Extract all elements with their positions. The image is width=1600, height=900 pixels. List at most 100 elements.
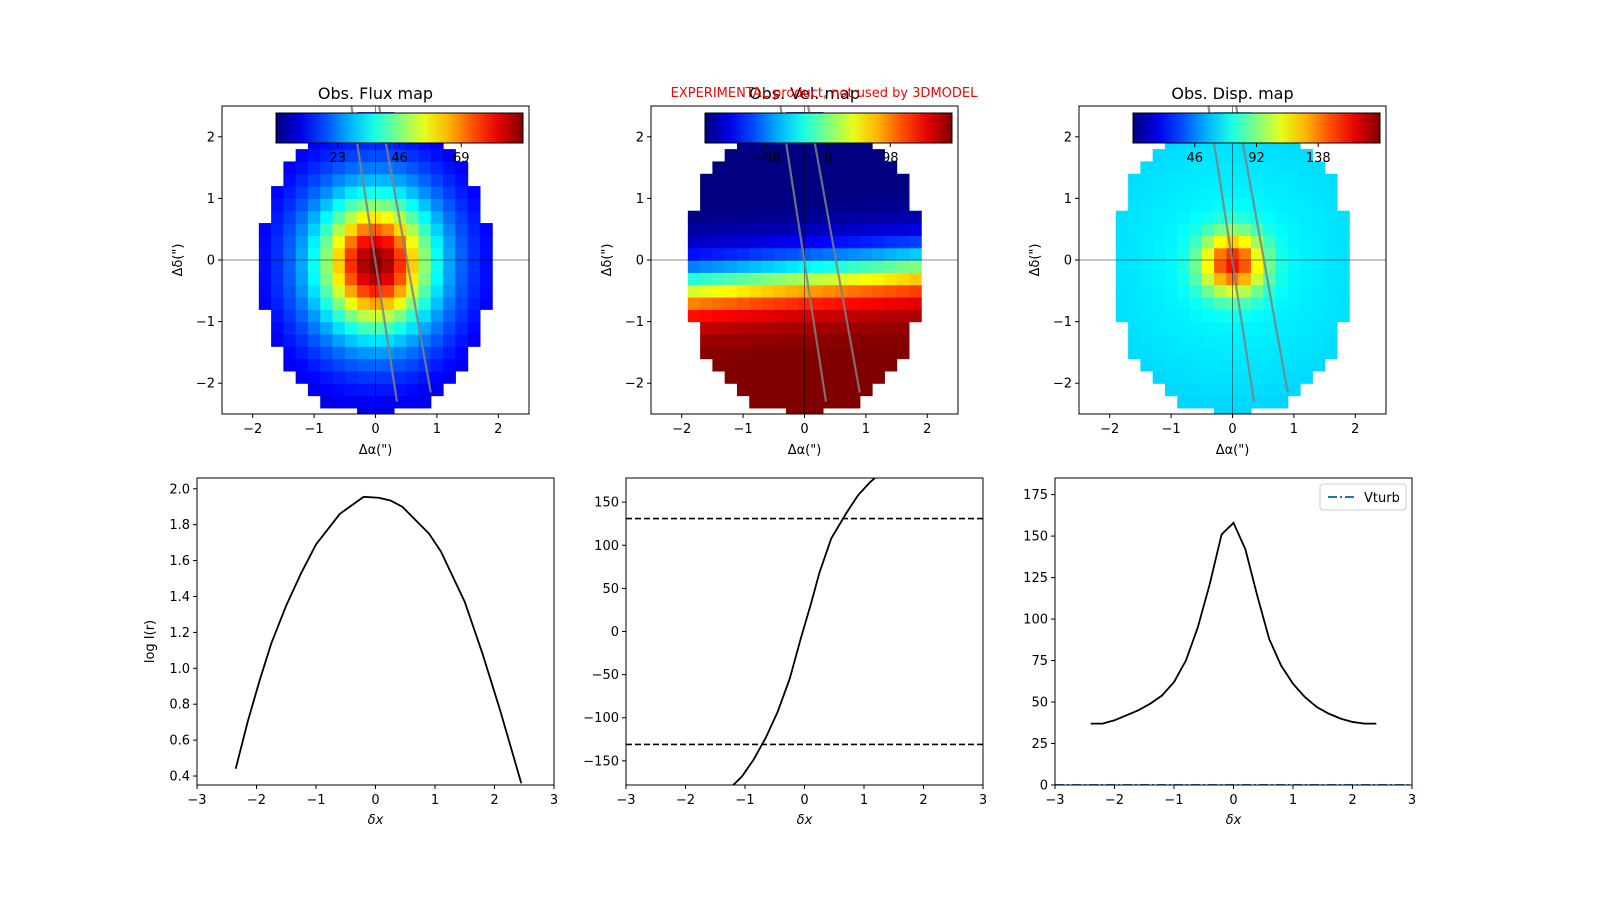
map-pixel (749, 272, 763, 286)
map-pixel (258, 260, 272, 273)
map-pixel (1214, 346, 1227, 360)
map-pixel (712, 161, 726, 175)
map-pixel (749, 370, 763, 384)
map-pixel (344, 346, 358, 360)
map-pixel (847, 309, 861, 323)
map-pixel (761, 161, 775, 175)
map-pixel (724, 247, 738, 261)
map-pixel (1275, 260, 1289, 273)
map-pixel (1300, 333, 1313, 347)
map-pixel (884, 272, 898, 286)
map-pixel (381, 186, 395, 199)
map-pixel (884, 161, 898, 175)
y-tick-label: 1.8 (169, 518, 190, 533)
map-pixel (1263, 198, 1277, 212)
map-pixel (1263, 272, 1277, 286)
map-pixel (406, 210, 420, 224)
map-pixel (859, 247, 873, 261)
map-pixel (344, 198, 358, 212)
map-pixel (749, 321, 763, 335)
map-pixel (810, 407, 824, 414)
map-pixel (344, 247, 358, 261)
map-pixel (443, 161, 456, 175)
map-pixel (430, 260, 444, 273)
map-pixel (418, 309, 432, 323)
map-pixel (1214, 358, 1227, 372)
map-pixels (651, 106, 958, 414)
map-pixel (307, 346, 321, 360)
map-pixel (1115, 210, 1129, 224)
map-title: Obs. Disp. map (1171, 84, 1293, 103)
map-pixel (418, 383, 432, 397)
map-pixel (1238, 284, 1252, 298)
map-pixel (1238, 223, 1252, 236)
map-pixel (712, 321, 726, 335)
map-pixel (724, 272, 738, 286)
map-pixel (749, 309, 763, 323)
map-pixel (700, 346, 713, 360)
map-pixel (712, 296, 726, 310)
x-tick-label: −1 (734, 422, 753, 437)
map-pixel (773, 296, 787, 310)
map-pixel (479, 260, 493, 273)
map-pixel (872, 309, 885, 323)
map-pixel (712, 358, 726, 372)
map-pixel (1324, 346, 1338, 360)
map-pixel (810, 383, 824, 397)
y-tick-label: 0 (1040, 779, 1048, 794)
map-pixel (1128, 284, 1141, 298)
x-tick-label: 0 (1229, 793, 1237, 808)
map-pixel (859, 358, 873, 372)
map-pixel (736, 296, 750, 310)
colorbar-tick-label: 46 (1186, 151, 1203, 166)
map-pixel (786, 284, 799, 298)
map-pixel (430, 223, 444, 236)
map-pixel (467, 284, 481, 298)
map-pixel (896, 296, 910, 310)
map-pixel (1140, 210, 1154, 224)
map-pixel (847, 284, 861, 298)
map-pixel (1238, 272, 1252, 286)
map-pixel (1275, 247, 1289, 261)
map-pixel (872, 210, 885, 224)
map-pixel (332, 383, 346, 397)
map-pixel (786, 210, 799, 224)
map-pixel (1214, 370, 1227, 384)
map-pixel (1140, 321, 1154, 335)
legend-label: Vturb (1364, 491, 1400, 506)
map-pixel (1336, 260, 1350, 273)
map-pixel (357, 407, 370, 414)
map-pixel (1177, 284, 1191, 298)
map-pixel (700, 210, 713, 224)
map-pixel (859, 309, 873, 323)
map-pixels (1079, 106, 1386, 414)
map-pixel (761, 333, 775, 347)
map-pixel (1263, 173, 1277, 187)
map-pixel (1177, 173, 1191, 187)
map-pixel (381, 223, 395, 236)
map-pixel (835, 296, 849, 310)
map-pixel (307, 260, 321, 273)
map-pixel (822, 161, 836, 175)
map-pixel (1152, 321, 1166, 335)
map-pixel (344, 149, 358, 163)
map-pixel (1238, 235, 1252, 249)
map-pixel (1189, 223, 1203, 236)
map-pixel (320, 333, 334, 347)
y-tick-label: −2 (196, 377, 215, 392)
map-pixel (847, 395, 861, 409)
map-pixel (822, 296, 836, 310)
map-pixel (1201, 358, 1215, 372)
map-pixel (884, 186, 898, 199)
map-pixel (724, 296, 738, 310)
x-tick-label: −1 (1164, 793, 1183, 808)
map-pixel (455, 173, 469, 187)
map-pixel (357, 395, 370, 409)
map-pixel (1152, 235, 1166, 249)
map-pixel (847, 223, 861, 236)
map-pixel (430, 333, 444, 347)
map-pixel (295, 333, 309, 347)
map-pixel (1275, 321, 1289, 335)
map-pixel (1189, 333, 1203, 347)
map-pixel (687, 235, 701, 249)
